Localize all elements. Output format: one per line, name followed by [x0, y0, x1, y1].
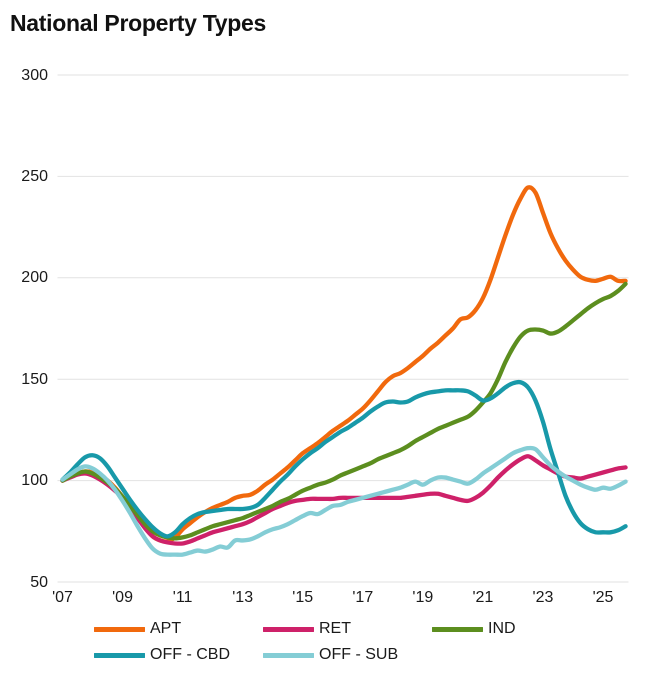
y-axis-tick-label-200: 200	[21, 269, 48, 287]
series-line-off-sub	[60, 445, 628, 557]
legend-swatch-ind	[432, 626, 483, 632]
y-axis-tick-label-250: 250	[21, 167, 48, 185]
series-line-ret	[60, 454, 628, 546]
y-axis-tick-label-300: 300	[21, 66, 48, 84]
x-axis-tick-label-2009: '09	[112, 589, 133, 606]
x-axis-tick-label-2023: '23	[532, 589, 554, 606]
x-axis-tick-label-2021: '21	[472, 589, 494, 606]
legend-item-ind: IND	[432, 620, 516, 637]
legend-label-ret: RET	[319, 620, 351, 637]
x-axis-tick-label-2015: '15	[292, 589, 314, 606]
y-axis-tick-label-100: 100	[21, 472, 48, 490]
x-axis-tick-label-2019: '19	[412, 589, 434, 606]
legend-item-ret: RET	[263, 620, 351, 637]
series-line-apt	[60, 185, 628, 544]
legend-swatch-apt	[94, 626, 145, 632]
x-axis-tick-label-2017: '17	[352, 589, 374, 606]
legend-label-off-sub: OFF - SUB	[319, 646, 399, 663]
legend-label-ind: IND	[488, 620, 516, 637]
series-line-off-cbd	[60, 379, 628, 539]
x-axis-tick-label-2025: '25	[592, 589, 614, 606]
series-line-ind	[60, 281, 628, 541]
y-axis-tick-label-150: 150	[21, 370, 48, 388]
chart-title: National Property Types	[10, 10, 266, 36]
legend-item-apt: APT	[94, 620, 182, 637]
x-axis-tick-label-2013: '13	[232, 589, 254, 606]
x-axis-tick-label-2007: '07	[52, 589, 73, 606]
legend-item-off-sub: OFF - SUB	[263, 646, 399, 663]
legend-swatch-off-cbd	[94, 652, 145, 658]
legend-swatch-ret	[263, 626, 314, 632]
x-axis-tick-label-2011: '11	[172, 589, 193, 606]
legend-label-off-cbd: OFF - CBD	[150, 646, 230, 663]
y-axis-tick-label-50: 50	[30, 573, 48, 591]
legend-item-off-cbd: OFF - CBD	[94, 646, 230, 663]
legend-label-apt: APT	[150, 620, 182, 637]
legend-swatch-off-sub	[263, 652, 314, 658]
